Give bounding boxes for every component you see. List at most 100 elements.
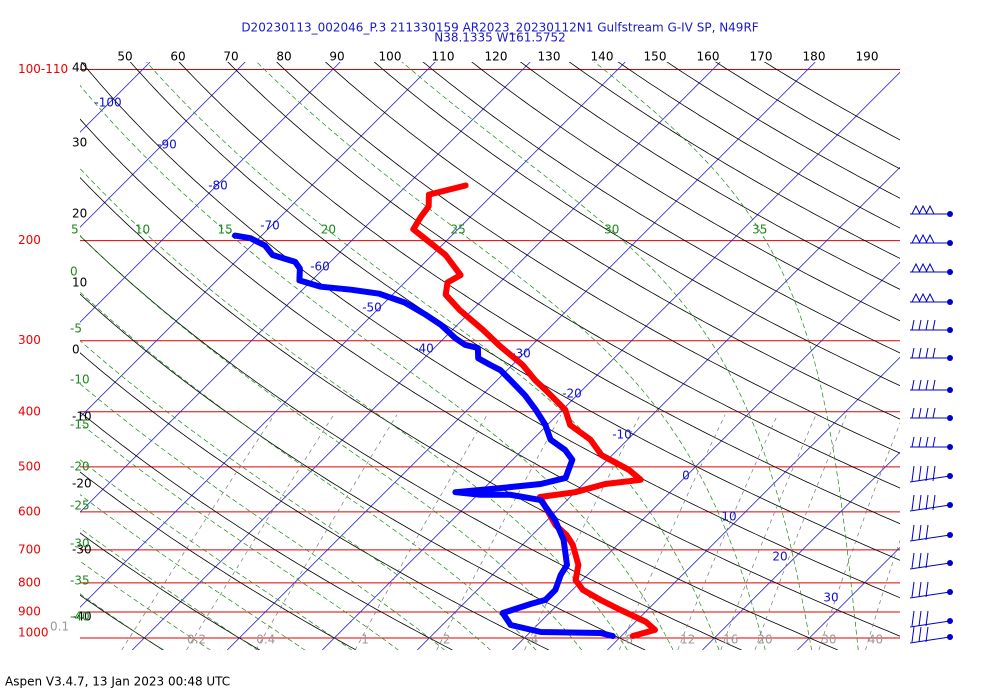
barb-tick bbox=[911, 436, 915, 448]
profile-line bbox=[232, 232, 616, 639]
barb-flag bbox=[918, 292, 928, 303]
isotherm-label: 30 bbox=[823, 591, 838, 605]
isotherm-label: -70 bbox=[260, 219, 280, 233]
dry-adiabat-label: 60 bbox=[170, 50, 185, 64]
dry-adiabat-label: 170 bbox=[750, 50, 773, 64]
barb-tick bbox=[918, 626, 922, 643]
moist-adiabat bbox=[146, 62, 720, 650]
barb-tick bbox=[918, 524, 922, 541]
moist-adiabat-label: -35 bbox=[70, 574, 90, 588]
isotherm-label: -60 bbox=[310, 260, 330, 274]
moist-adiabat bbox=[80, 593, 164, 650]
mixing-ratio-label: 12 bbox=[680, 633, 695, 647]
barb-tick bbox=[918, 552, 922, 569]
dry-adiabat-label: 120 bbox=[485, 50, 508, 64]
barb-tick bbox=[911, 379, 915, 391]
barb-flag bbox=[918, 262, 928, 273]
barb-staff bbox=[909, 620, 951, 628]
barb-tick bbox=[932, 465, 936, 482]
barb-station bbox=[947, 355, 953, 361]
barb-tick bbox=[925, 379, 929, 391]
isotherm-label: -10 bbox=[612, 428, 632, 442]
moist-adiabat bbox=[80, 459, 353, 650]
wind-barbs bbox=[909, 204, 953, 644]
dry-adiabat-label: 80 bbox=[276, 50, 291, 64]
dry-adiabat bbox=[715, 62, 900, 170]
barb-staff bbox=[909, 534, 951, 542]
moist-adiabat bbox=[80, 291, 537, 650]
dry-adiabat-label: 160 bbox=[697, 50, 720, 64]
barb-tick bbox=[925, 436, 929, 448]
dry-adiabat bbox=[178, 62, 900, 525]
moist-adiabat bbox=[256, 62, 766, 650]
barb-flag bbox=[925, 262, 935, 273]
mixing-ratio-line bbox=[186, 414, 334, 650]
isotherm bbox=[322, 71, 900, 650]
barb-station bbox=[947, 444, 953, 450]
barb-flag bbox=[918, 204, 928, 215]
mixing-ratio-label: 0.4 bbox=[256, 633, 275, 647]
moist-adiabat-label: -15 bbox=[70, 418, 90, 432]
barb-tick bbox=[925, 407, 929, 419]
barb-tick bbox=[925, 347, 929, 359]
y-tick-label: 300 bbox=[18, 333, 41, 347]
moist-adiabat-label: 35 bbox=[752, 223, 767, 237]
barb-tick bbox=[911, 626, 915, 643]
dry-adiabat bbox=[568, 62, 900, 259]
moist-adiabat bbox=[80, 527, 259, 650]
barb-tick bbox=[925, 552, 929, 569]
barb-station bbox=[947, 618, 953, 624]
barb-tick bbox=[925, 465, 929, 482]
barb-staff bbox=[909, 475, 951, 483]
barb-station bbox=[947, 634, 953, 640]
mixing-ratio-label: 20 bbox=[757, 633, 772, 647]
dry-adiabat bbox=[471, 62, 900, 322]
barb-tick bbox=[918, 347, 922, 359]
dry-adiabat-label: 30 bbox=[72, 136, 87, 150]
mixing-ratio-label: 40 bbox=[868, 633, 883, 647]
barb-tick bbox=[925, 581, 929, 598]
dry-adiabat-label: 180 bbox=[803, 50, 826, 64]
mixing-ratio-line bbox=[354, 414, 488, 650]
barb-tick bbox=[911, 319, 915, 331]
y-tick-label: 900 bbox=[18, 604, 41, 618]
y-tick-label: 700 bbox=[18, 542, 41, 556]
dry-adiabat bbox=[80, 352, 549, 650]
barb-staff bbox=[909, 636, 951, 644]
barb-staff bbox=[909, 591, 951, 599]
isotherm bbox=[80, 62, 341, 323]
barb-tick bbox=[911, 524, 915, 541]
moist-adiabat-label: 15 bbox=[218, 223, 233, 237]
mixing-ratio-line bbox=[720, 414, 817, 650]
barb-tick bbox=[911, 494, 915, 511]
moist-adiabat bbox=[80, 84, 674, 650]
barb-flag bbox=[918, 233, 928, 244]
footer: Aspen V3.4.7, 13 Jan 2023 00:48 UTC bbox=[5, 675, 230, 689]
barb-tick bbox=[918, 379, 922, 391]
isotherm bbox=[702, 451, 900, 650]
barb-tick bbox=[911, 610, 915, 627]
moist-adiabat-label: 5 bbox=[71, 223, 79, 237]
dry-adiabat bbox=[80, 532, 260, 650]
moist-adiabat bbox=[594, 62, 859, 650]
dry-adiabat-label: 90 bbox=[329, 50, 344, 64]
mixing-ratio-line bbox=[255, 414, 398, 650]
barb-flag bbox=[925, 204, 935, 215]
dry-adiabat bbox=[81, 62, 900, 599]
isotherm-label: -90 bbox=[157, 138, 177, 152]
dry-adiabat-label: 0 bbox=[72, 343, 80, 357]
y-tick-label: 1000 bbox=[18, 626, 49, 640]
barb-station bbox=[947, 240, 953, 246]
dry-adiabat bbox=[227, 62, 900, 489]
dry-adiabat bbox=[80, 471, 357, 650]
mixing-ratio-line bbox=[524, 414, 641, 650]
barb-station bbox=[947, 211, 953, 217]
moist-adiabat bbox=[80, 383, 445, 650]
isotherm-label: 0 bbox=[682, 469, 690, 483]
dry-adiabat bbox=[324, 62, 900, 420]
dry-adiabat bbox=[129, 62, 900, 561]
mixing-ratio-line bbox=[677, 414, 778, 650]
dry-adiabat-label: 130 bbox=[538, 50, 561, 64]
barb-flag bbox=[911, 204, 921, 215]
